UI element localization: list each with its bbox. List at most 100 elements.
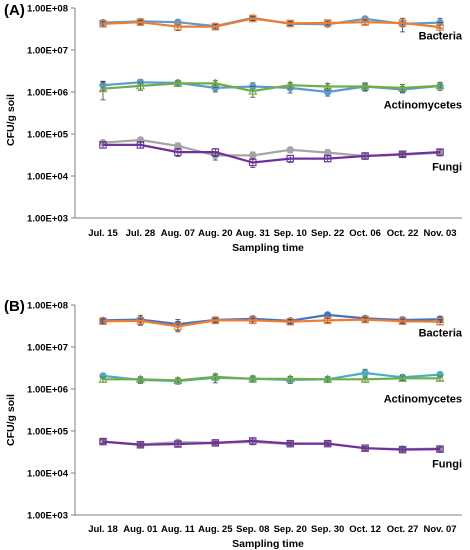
data-point [360,374,370,383]
group-label: Actinomycetes [384,393,462,405]
x-tick-label: Aug. 07 [161,228,195,239]
x-tick-label: Jul. 18 [88,524,118,535]
series-fungi-5 [99,141,444,168]
data-point [173,78,183,87]
data-point [248,86,258,95]
data-point [361,315,369,324]
data-point [286,317,294,326]
y-tick-label: 1.00E+06 [27,385,68,396]
data-point [360,81,370,91]
series-actinomycetes-3 [98,78,445,101]
data-point [286,439,294,448]
data-point [361,444,369,452]
data-point [136,18,145,26]
x-tick-label: Aug. 25 [198,524,233,535]
series-line [102,313,441,326]
data-point [98,83,108,93]
series-line [103,143,441,164]
data-point [398,19,407,27]
series-line [103,375,440,382]
data-point [211,148,220,156]
data-point [435,80,445,90]
x-axis-title: Sampling time [232,242,304,254]
data-point [135,80,145,90]
group-label: Bacteria [419,328,463,340]
data-point [285,373,295,383]
data-point [136,317,145,325]
data-point [99,437,107,446]
data-point [174,440,182,448]
data-point [211,439,220,447]
series-line [102,17,441,29]
data-point [249,151,257,160]
data-point [211,22,220,31]
x-tick-label: Jul. 28 [126,228,156,239]
data-point [135,374,145,383]
data-point [286,146,294,154]
data-point [323,374,333,383]
y-tick-label: 1.00E+05 [27,427,69,438]
series-actinomycetes-3 [98,371,445,384]
data-point [99,317,107,326]
data-point [173,375,183,384]
data-point [286,19,294,28]
series-bacteria-1 [99,14,444,34]
series-line [102,82,441,93]
y-tick-label: 1.00E+05 [27,130,69,141]
y-axis-title: CFU/g soil [5,94,17,146]
data-point [249,14,257,23]
series-line [102,318,441,328]
data-point [174,22,182,31]
data-point [211,316,220,325]
series-actinomycetes-2 [99,368,444,385]
y-tick-label: 1.00E+03 [27,214,68,225]
data-point [99,141,107,149]
data-point [323,439,332,448]
data-point [398,373,408,382]
data-point [249,316,257,325]
data-point [136,441,145,449]
y-tick-label: 1.00E+07 [27,343,68,354]
data-point [323,81,333,91]
data-point [361,152,369,160]
panel-label: (A) [4,2,25,19]
y-tick-label: 1.00E+06 [27,88,68,99]
data-point [323,19,332,27]
x-tick-label: Sep. 08 [236,524,269,535]
data-point [249,437,257,445]
y-axis-title: CFU/g soil [5,394,17,446]
x-tick-label: Aug. 20 [198,228,232,239]
y-tick-label: 1.00E+04 [27,469,69,480]
x-tick-label: Oct. 06 [349,228,381,239]
chart-panel-b: (B) 1.00E+03 1.00E+04 1.00E+05 1.00E+06 1.00… [0,275,470,550]
x-tick-label: Nov. 03 [423,228,456,239]
y-tick-label: 1.00E+08 [27,301,68,312]
x-tick-label: Sep. 20 [274,524,307,535]
x-tick-label: Oct. 12 [349,524,381,535]
chart-svg: 1.00E+03 1.00E+04 1.00E+05 1.00E+06 1.00E+07… [5,301,463,550]
data-point [398,445,407,454]
series-fungi-4 [99,136,444,161]
x-axis-title: Sampling time [232,538,304,550]
data-point [99,20,107,28]
data-point [98,374,108,383]
data-point [398,317,407,326]
series-fungi-5 [99,437,444,454]
group-label: Actinomycetes [384,100,462,112]
x-tick-label: Aug. 01 [123,524,158,535]
y-tick-label: 1.00E+08 [27,4,68,15]
chart-panel-a: (A) 1.00E+03 1.00E+04 1.00E+05 1.00E+06 1.00… [4,2,463,254]
data-point [398,150,407,158]
series-bacteria-1 [99,315,444,333]
x-tick-label: Sep. 10 [274,228,307,239]
data-point [398,82,408,92]
data-point [249,158,257,167]
data-point [436,148,444,156]
x-tick-label: Sep. 30 [311,524,344,535]
y-tick-label: 1.00E+03 [27,511,68,522]
group-label: Fungi [432,161,462,173]
data-point [210,78,220,87]
x-tick-label: Jul. 15 [88,228,118,239]
x-tick-label: Nov. 07 [423,524,456,535]
data-point [210,371,220,381]
